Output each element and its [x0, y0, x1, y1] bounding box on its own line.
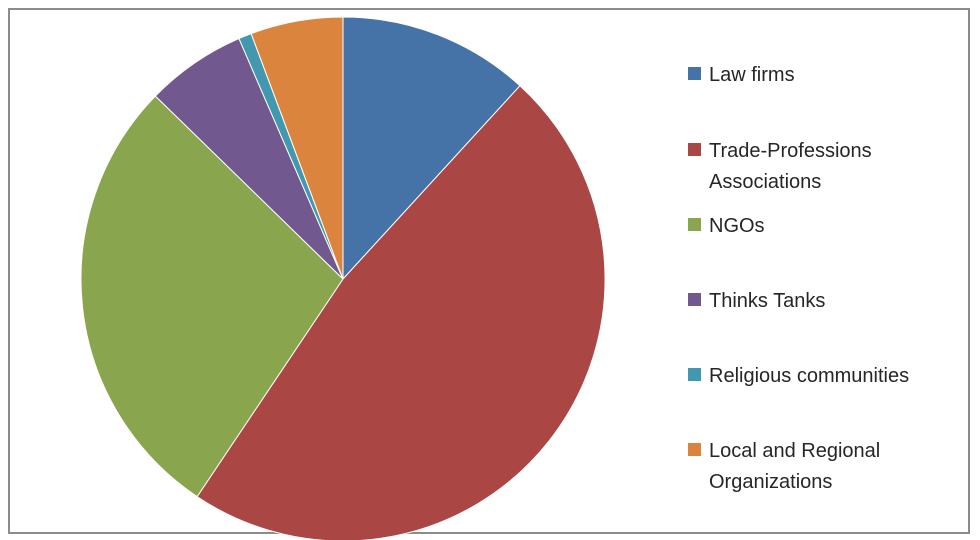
legend-item-think-tanks: Thinks Tanks	[688, 286, 979, 317]
legend-swatch	[688, 368, 701, 381]
legend-swatch	[688, 67, 701, 80]
pie-slice-trade-professions-associations	[196, 85, 606, 540]
pie-slice-local-regional-organizations	[250, 16, 344, 280]
legend-swatch	[688, 443, 701, 456]
pie-slice-ngos	[80, 95, 344, 498]
legend-item-trade-professions-associations: Trade-Professions Associations	[688, 136, 979, 198]
legend-label: NGOs	[709, 215, 765, 237]
legend-item-law-firms: Law firms	[688, 60, 979, 91]
legend-item-local-regional-organizations: Local and Regional Organizations	[688, 436, 979, 498]
legend-item-ngos: NGOs	[688, 211, 979, 242]
legend: Law firms Trade-Professions Associations…	[688, 0, 978, 540]
pie-slice-law-firms	[342, 16, 521, 281]
legend-swatch	[688, 293, 701, 306]
legend-item-religious-communities: Religious communities	[688, 361, 979, 392]
legend-label: Trade-Professions Associations	[709, 140, 872, 193]
legend-label: Religious communities	[709, 365, 910, 387]
legend-label: Local and Regional Organizations	[709, 440, 881, 493]
legend-swatch	[688, 218, 701, 231]
legend-swatch	[688, 143, 701, 156]
legend-label: Law firms	[709, 64, 795, 86]
legend-label: Thinks Tanks	[709, 290, 826, 312]
